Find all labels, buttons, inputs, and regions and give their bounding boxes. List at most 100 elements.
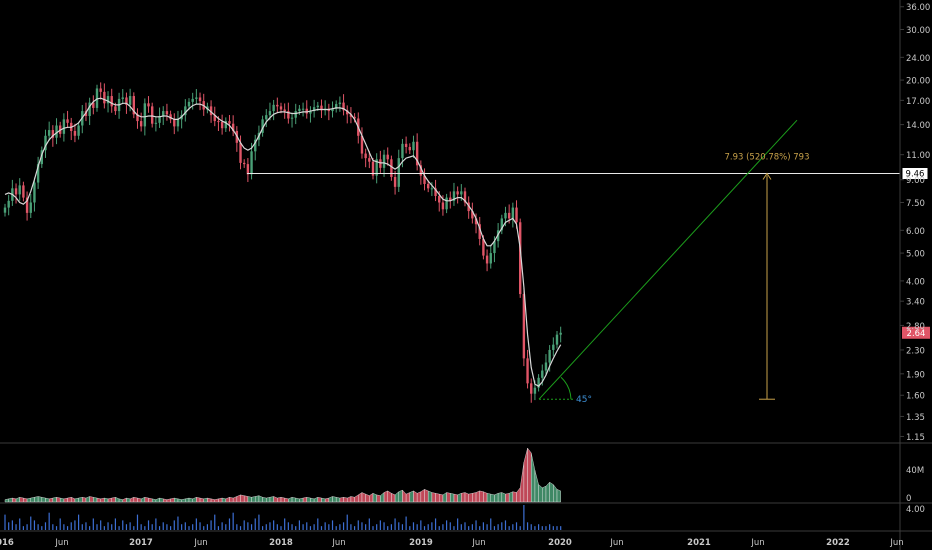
volume-segment [542, 485, 547, 503]
volume-segment [48, 497, 54, 503]
price-panel[interactable] [3, 82, 562, 403]
candle-body [224, 121, 227, 129]
volume-segment [372, 492, 377, 503]
candle-body [73, 130, 77, 136]
x-tick-label: 2021 [687, 538, 711, 548]
candle-body [290, 117, 294, 119]
candle-body [382, 154, 386, 168]
oscillator-bar [309, 526, 312, 530]
oscillator-bar [96, 524, 98, 530]
candle-body [110, 96, 113, 107]
level-badge [901, 167, 929, 181]
volume-segment [420, 488, 425, 503]
volume-segment [505, 493, 510, 503]
volume-segment [435, 493, 440, 503]
price-tick-label: 30.00 [906, 26, 930, 36]
oscillator-bar [70, 522, 72, 530]
oscillator-bar [405, 516, 407, 530]
candle-body [338, 102, 342, 105]
oscillator-bar [331, 520, 334, 530]
price-tick-label: 1.15 [906, 433, 925, 443]
oscillator-bar [225, 524, 227, 530]
price-tick-label: 1.35 [906, 413, 925, 423]
candle-body [515, 207, 518, 223]
candle-body [77, 125, 80, 136]
volume-segment [159, 497, 164, 503]
volume-segment [82, 497, 87, 503]
oscillator-bar [376, 524, 378, 530]
volume-segment [439, 493, 444, 503]
candle-body [176, 119, 180, 127]
oscillator-bar [390, 524, 392, 530]
volume-segment [251, 496, 256, 503]
oscillator-bar [379, 520, 381, 530]
price-tick-label: 2.30 [906, 346, 925, 356]
volume-segment [60, 497, 65, 503]
oscillator-bar [453, 526, 455, 530]
oscillator-bar [232, 512, 234, 530]
oscillator-bar [357, 520, 359, 530]
oscillator-bar [107, 522, 109, 530]
candle-body [151, 106, 154, 124]
oscillator-bar [471, 524, 473, 530]
candle-body [243, 162, 246, 165]
candle-body [103, 91, 106, 104]
candle-body [445, 197, 448, 210]
volume-segment [464, 492, 469, 503]
candle-body [415, 141, 419, 166]
candle-body [213, 115, 216, 122]
volume-segment [409, 490, 414, 503]
volume-segment [398, 489, 403, 503]
oscillator-bar [250, 524, 253, 530]
drawing-tools[interactable]: 9.46 2.64 45° 7.93 (520.78%) 793 [247, 119, 930, 405]
oscillator-bar [442, 524, 444, 530]
oscillator-bar [210, 520, 212, 530]
volume-segment [240, 494, 245, 503]
x-tick-label: Jun [750, 538, 764, 548]
oscillator-bar [177, 516, 179, 530]
candle-body [423, 175, 426, 184]
oscillator-bar [273, 520, 275, 530]
oscillator-bar [85, 522, 87, 530]
volume-segment [45, 497, 50, 503]
candle-body [482, 238, 485, 256]
oscillator-bar [313, 524, 315, 530]
volume-segment [446, 492, 451, 503]
candle-body [88, 102, 91, 116]
candle-body [154, 122, 158, 124]
price-tick-label: 2.80 [906, 322, 925, 332]
oscillator-bar [508, 526, 510, 530]
volume-segment [280, 497, 285, 503]
oscillator-bar [151, 524, 153, 530]
oscillator-bar [214, 514, 216, 530]
volume-segment [12, 497, 17, 503]
volume-segment [207, 497, 212, 503]
oscillator-bar [4, 514, 6, 530]
volume-panel[interactable] [4, 447, 561, 503]
volume-segment [19, 497, 24, 503]
oscillator-bar [44, 522, 47, 530]
volume-segment [269, 496, 274, 503]
oscillator-bar [100, 520, 102, 530]
candle-body [397, 158, 400, 187]
volume-segment [365, 493, 370, 503]
volume-segment [67, 497, 72, 503]
candle-body [195, 97, 198, 99]
oscillator-bar [438, 526, 440, 530]
candle-body [493, 241, 496, 254]
volume-segment [494, 492, 499, 503]
volume-segment [243, 495, 249, 503]
volume-segment [468, 493, 473, 503]
price-tick-label: 3.40 [906, 298, 925, 308]
oscillator-bar [291, 524, 293, 530]
oscillator-bar [504, 520, 507, 530]
oscillator-bar [236, 524, 238, 530]
volume-segment [144, 497, 149, 503]
volume-segment [118, 498, 123, 503]
oscillator-bar [416, 524, 418, 530]
candle-body [419, 165, 423, 176]
oscillator-bar [22, 526, 24, 530]
oscillator-panel[interactable] [4, 505, 562, 530]
volume-segment [255, 495, 260, 503]
